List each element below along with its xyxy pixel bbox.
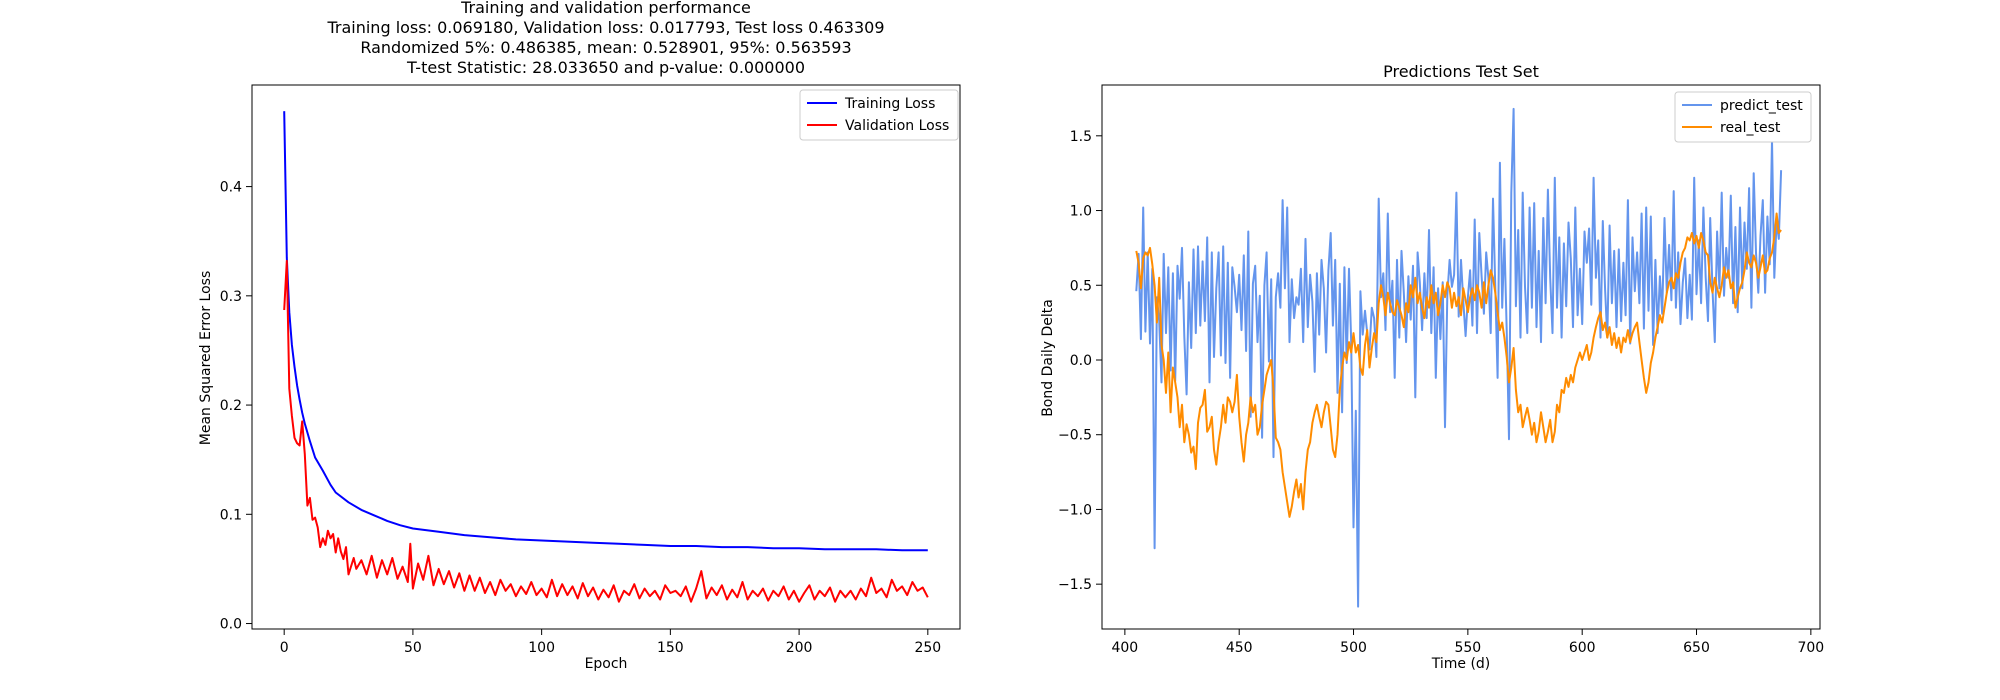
predictions-x-tick-label: 550	[1454, 640, 1481, 656]
training-chart-title-line-4: T-test Statistic: 28.033650 and p-value:…	[406, 58, 805, 77]
predictions-legend: predict_test real_test	[1674, 91, 1812, 143]
training-x-tick-label: 250	[914, 640, 941, 656]
training-chart-title-line-2: Training loss: 0.069180, Validation loss…	[326, 18, 884, 37]
predictions-y-axis-label: Bond Daily Delta	[1040, 299, 1056, 417]
training-x-tick-label: 150	[657, 640, 684, 656]
predictions-x-tick-label: 450	[1226, 640, 1253, 656]
predictions-chart-title: Predictions Test Set	[1383, 62, 1539, 81]
predictions-y-tick-label: −0.5	[1058, 428, 1092, 444]
training-chart: Training and validation performance Trai…	[198, 0, 961, 672]
training-y-tick-label: 0.2	[220, 398, 242, 414]
training-x-tick-label: 100	[528, 640, 555, 656]
predictions-y-tick-label: −1.5	[1058, 577, 1092, 593]
predictions-x-axis-label: Time (d)	[1431, 656, 1491, 672]
training-x-axis-label: Epoch	[585, 656, 628, 672]
training-x-tick-label: 0	[280, 640, 289, 656]
predictions-series-line-0	[1135, 107, 1783, 608]
predictions-y-tick-label: 1.5	[1070, 129, 1092, 145]
predictions-chart: Predictions Test Set 400 450 500 550 600 650 7…	[1040, 62, 1824, 672]
training-y-tick-label: 0.0	[220, 617, 242, 633]
training-plot-area: 0 50 100 150 200 250 0.0 0.1 0.2 0.3 0.4	[220, 84, 961, 656]
training-y-axis-label: Mean Squared Error Loss	[198, 271, 214, 446]
predictions-x-tick-label: 400	[1111, 640, 1138, 656]
predictions-y-tick-label: 0.5	[1070, 278, 1092, 294]
predictions-series-line-1	[1135, 212, 1782, 518]
training-x-tick-label: 50	[404, 640, 422, 656]
predictions-x-tick-label: 700	[1797, 640, 1824, 656]
training-series-line-1	[283, 259, 929, 603]
training-legend: Training Loss Validation Loss	[799, 89, 959, 141]
training-legend-label-training-loss: Training Loss	[844, 96, 935, 112]
training-x-tick-label: 200	[786, 640, 813, 656]
training-axes-frame	[251, 84, 961, 630]
predictions-x-tick-label: 600	[1569, 640, 1596, 656]
predictions-x-tick-label: 500	[1340, 640, 1367, 656]
predictions-y-tick-label: 0.0	[1070, 353, 1092, 369]
training-y-tick-label: 0.1	[220, 507, 242, 523]
training-y-tick-label: 0.4	[220, 180, 242, 196]
training-chart-title-line-3: Randomized 5%: 0.486385, mean: 0.528901,…	[360, 38, 851, 57]
training-legend-box	[799, 89, 959, 141]
predictions-x-tick-label: 650	[1683, 640, 1710, 656]
training-chart-title: Training and validation performance Trai…	[326, 0, 884, 77]
predictions-axes-frame	[1101, 84, 1821, 630]
predictions-y-tick-label: −1.0	[1058, 502, 1092, 518]
training-series-line-0	[283, 111, 928, 552]
predictions-y-tick-label: 1.0	[1070, 204, 1092, 220]
predictions-legend-label-real-test: real_test	[1720, 120, 1781, 136]
predictions-legend-label-predict-test: predict_test	[1720, 98, 1803, 114]
training-chart-title-line-1: Training and validation performance	[460, 0, 751, 17]
predictions-plot-area: 400 450 500 550 600 650 700 −1.5 −1.0 −0.5 0.0 0.5 1…	[1058, 84, 1824, 656]
training-y-tick-label: 0.3	[220, 289, 242, 305]
training-legend-label-validation-loss: Validation Loss	[845, 118, 949, 134]
